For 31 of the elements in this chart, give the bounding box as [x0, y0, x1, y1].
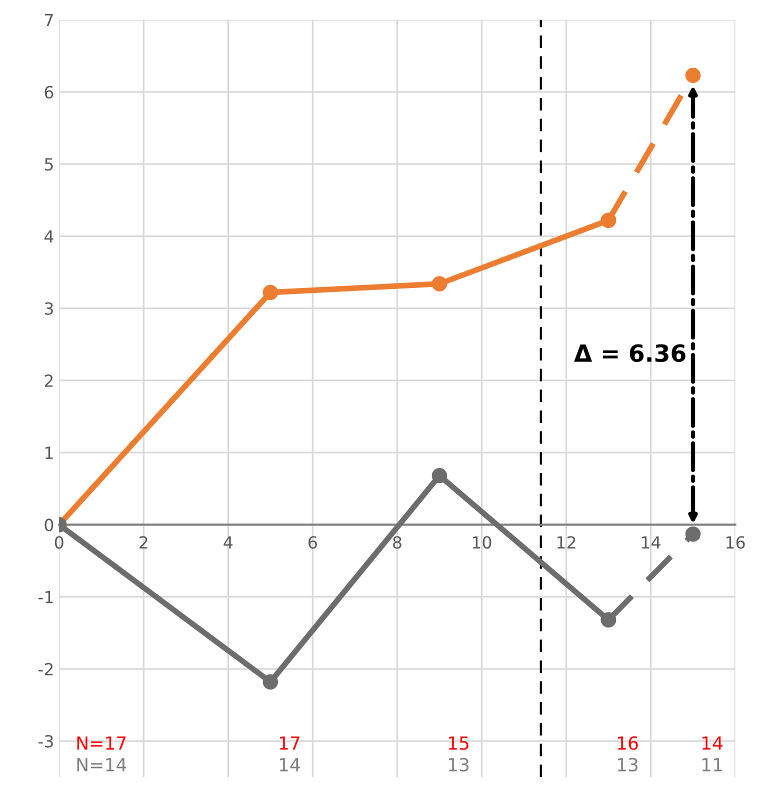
- annotation: 14: [702, 736, 722, 750]
- x-tick-label: 8: [393, 536, 402, 549]
- y-tick-label: 1: [45, 446, 53, 459]
- y-tick-label: 5: [44, 158, 53, 171]
- annotation: Δ = 6.36: [574, 344, 686, 362]
- annotation: 15: [448, 736, 468, 750]
- x-tick-label: 16: [726, 536, 745, 549]
- x-tick-label: 0: [54, 536, 64, 549]
- annotation: 11: [702, 758, 722, 772]
- x-tick-label: 12: [557, 536, 576, 548]
- annotation: 17: [280, 736, 300, 750]
- y-tick-label: 4: [44, 230, 54, 243]
- y-tick-label: 2: [44, 374, 53, 387]
- y-tick-label: 3: [44, 302, 53, 315]
- x-tick-label: 14: [642, 536, 660, 548]
- annotation: N=17: [77, 736, 126, 750]
- x-tick-label: 6: [308, 536, 317, 549]
- annotation: 16: [618, 736, 638, 750]
- annotation: 13: [618, 758, 638, 772]
- y-tick-label: -1: [38, 591, 53, 604]
- y-tick-label: 7: [45, 14, 53, 26]
- annotation: 13: [448, 758, 469, 772]
- x-tick-label: 10: [472, 536, 492, 549]
- x-tick-label: 2: [140, 536, 148, 548]
- y-tick-label: -3: [38, 735, 53, 748]
- x-tick-label: 4: [224, 536, 233, 548]
- y-tick-label: -2: [38, 662, 53, 676]
- annotation: 14: [280, 758, 300, 772]
- y-tick-label: 0: [44, 518, 54, 532]
- y-tick-label: 6: [44, 86, 54, 99]
- annotation: N=14: [77, 758, 126, 772]
